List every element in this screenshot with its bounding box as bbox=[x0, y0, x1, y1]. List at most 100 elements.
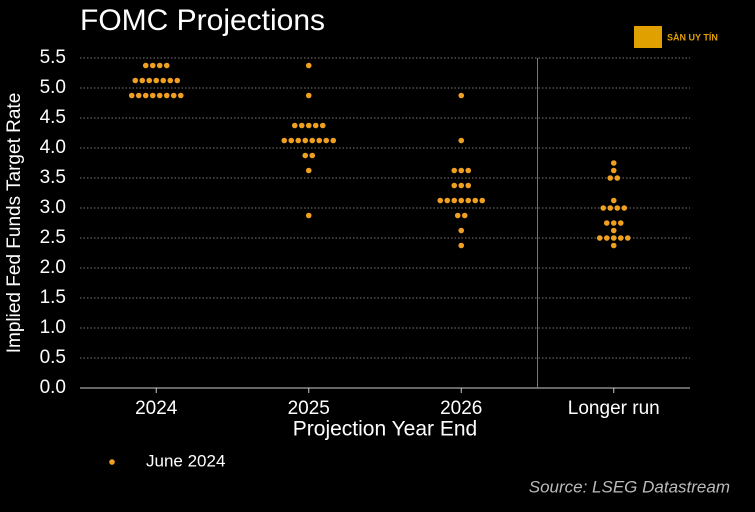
dot bbox=[610, 220, 617, 226]
dot bbox=[610, 167, 617, 174]
dot bbox=[309, 137, 316, 144]
x-axis-label: Projection Year End bbox=[293, 418, 477, 441]
dot bbox=[465, 197, 472, 204]
dot bbox=[458, 182, 465, 189]
dot bbox=[167, 77, 174, 84]
dot bbox=[309, 152, 316, 159]
y-tick-label: 3.5 bbox=[40, 167, 66, 188]
dot bbox=[323, 137, 330, 144]
dot bbox=[305, 212, 312, 219]
dot bbox=[465, 182, 472, 189]
y-tick-label: 1.0 bbox=[40, 317, 66, 338]
dot bbox=[330, 137, 337, 144]
dot bbox=[302, 137, 309, 144]
y-tick-label: 2.0 bbox=[40, 257, 66, 278]
dot bbox=[319, 122, 326, 129]
chart-title: FOMC Projections bbox=[80, 4, 325, 37]
y-tick-label: 0.5 bbox=[40, 347, 66, 368]
dot bbox=[305, 92, 312, 99]
y-tick-label: 4.0 bbox=[40, 137, 66, 158]
logo-icon bbox=[634, 26, 662, 48]
dot bbox=[461, 212, 468, 219]
dot bbox=[163, 62, 170, 69]
dot bbox=[458, 167, 465, 174]
dot bbox=[458, 197, 465, 204]
dot bbox=[596, 235, 603, 241]
dot bbox=[305, 62, 312, 69]
dot bbox=[610, 197, 617, 204]
dot bbox=[298, 122, 305, 129]
dot bbox=[607, 205, 614, 211]
dot bbox=[305, 167, 312, 174]
dot bbox=[617, 235, 624, 241]
dot bbox=[142, 92, 149, 99]
dot bbox=[465, 167, 472, 174]
y-tick-label: 5.0 bbox=[40, 77, 66, 98]
legend-marker bbox=[109, 459, 115, 465]
dot bbox=[281, 137, 288, 144]
dot bbox=[458, 242, 465, 249]
dot bbox=[139, 77, 146, 84]
x-tick-label: 2026 bbox=[440, 398, 482, 419]
y-tick-label: 5.5 bbox=[40, 47, 66, 68]
dot bbox=[617, 220, 624, 226]
dot bbox=[305, 122, 312, 129]
dot bbox=[174, 77, 181, 84]
dot bbox=[610, 227, 617, 234]
dot bbox=[603, 235, 610, 241]
dot bbox=[316, 137, 323, 144]
dot bbox=[454, 212, 461, 219]
dot bbox=[610, 242, 617, 249]
y-tick-label: 3.0 bbox=[40, 197, 66, 218]
dot bbox=[160, 77, 167, 84]
dot bbox=[437, 197, 444, 204]
dot bbox=[135, 92, 142, 99]
x-tick-label: 2024 bbox=[135, 398, 178, 419]
dot bbox=[149, 62, 156, 69]
dot bbox=[163, 92, 170, 99]
dot bbox=[614, 175, 621, 181]
dot bbox=[621, 205, 628, 211]
legend-label: June 2024 bbox=[146, 451, 225, 470]
y-tick-label: 4.5 bbox=[40, 107, 66, 128]
dot bbox=[142, 62, 149, 69]
y-tick-label: 1.5 bbox=[40, 287, 66, 308]
dot bbox=[451, 197, 458, 204]
source: Source: LSEG Datastream bbox=[529, 477, 730, 496]
watermark: SÀN UY TÍN bbox=[667, 32, 718, 42]
dot bbox=[156, 92, 163, 99]
dot bbox=[146, 77, 153, 84]
dot bbox=[177, 92, 184, 99]
dot bbox=[603, 220, 610, 226]
x-tick-label: 2025 bbox=[288, 398, 330, 419]
dot bbox=[288, 137, 295, 144]
dot bbox=[153, 77, 160, 84]
dot bbox=[149, 92, 156, 99]
dot bbox=[458, 227, 465, 234]
dot bbox=[458, 92, 465, 99]
dot bbox=[624, 235, 631, 241]
dot bbox=[600, 205, 607, 211]
dot bbox=[610, 235, 617, 241]
dot bbox=[479, 197, 486, 204]
dot bbox=[610, 160, 617, 166]
dot bbox=[451, 167, 458, 174]
dot bbox=[128, 92, 135, 99]
dot bbox=[451, 182, 458, 189]
y-axis-label: Implied Fed Funds Target Rate bbox=[4, 93, 25, 354]
dot bbox=[312, 122, 319, 129]
dot bbox=[472, 197, 479, 204]
dot bbox=[156, 62, 163, 69]
dot bbox=[170, 92, 177, 99]
y-tick-label: 0.0 bbox=[40, 377, 66, 398]
dot bbox=[607, 175, 614, 181]
dot bbox=[302, 152, 309, 159]
dot bbox=[295, 137, 302, 144]
y-tick-label: 2.5 bbox=[40, 227, 66, 248]
dot bbox=[458, 137, 465, 144]
dot bbox=[291, 122, 298, 129]
x-tick-label: Longer run bbox=[568, 398, 660, 419]
dot bbox=[614, 205, 621, 211]
